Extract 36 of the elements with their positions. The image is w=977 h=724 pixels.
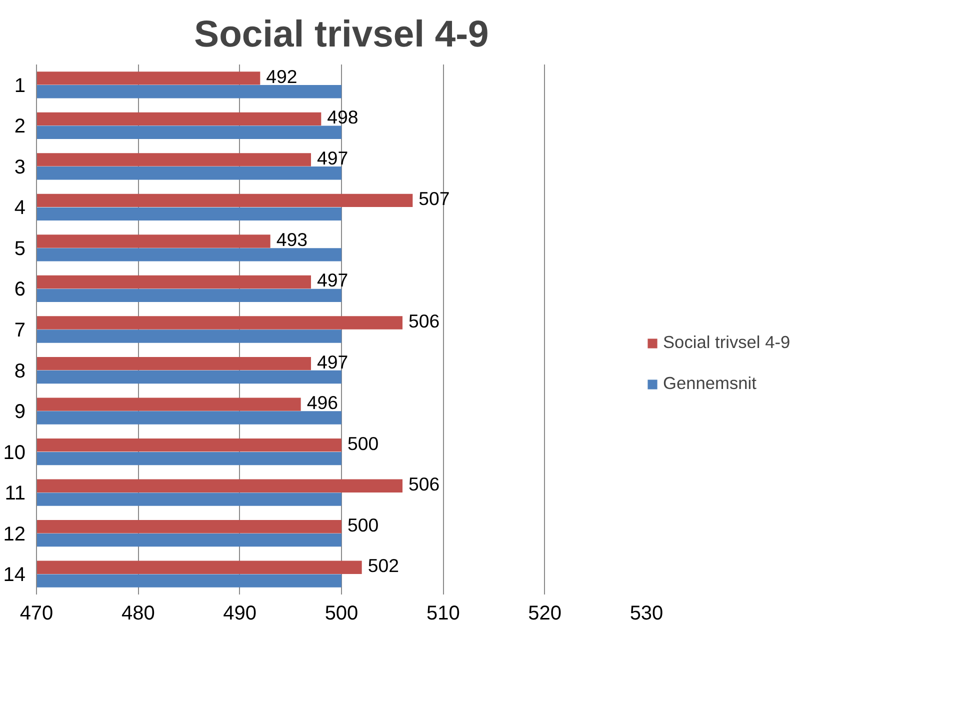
data-label: 498 (327, 106, 358, 128)
x-tick-label: 530 (630, 602, 664, 624)
data-label: 507 (418, 188, 450, 210)
data-label: 492 (266, 66, 298, 87)
legend-label: Social trivsel 4-9 (663, 332, 790, 353)
y-tick-label: 8 (14, 360, 26, 382)
data-label: 497 (317, 147, 348, 168)
y-tick-label: 3 (14, 156, 26, 178)
chart-title: Social trivsel 4-9 (194, 12, 489, 54)
y-tick-label: 2 (14, 116, 26, 138)
data-label: 502 (368, 555, 399, 576)
x-tick-label: 510 (426, 602, 460, 624)
data-label: 506 (408, 474, 440, 495)
y-tick-label: 4 (14, 197, 26, 220)
data-label: 500 (348, 432, 379, 454)
data-label: 497 (317, 270, 348, 291)
y-tick-label: 14 (3, 564, 26, 586)
y-tick-label: 5 (14, 238, 26, 260)
x-tick-label: 490 (223, 602, 257, 624)
x-tick-label: 470 (20, 602, 54, 624)
y-tick-label: 12 (3, 523, 26, 546)
data-label: 493 (276, 228, 308, 250)
data-label: 506 (408, 310, 440, 332)
data-label: 500 (348, 514, 379, 536)
data-label: 496 (306, 392, 338, 414)
y-tick-label: 6 (14, 278, 26, 301)
x-tick-label: 500 (324, 602, 358, 624)
y-tick-label: 11 (4, 482, 26, 505)
y-tick-label: 9 (14, 401, 26, 424)
legend-label: Gennemsnit (663, 373, 756, 394)
y-tick-label: 1 (14, 74, 26, 97)
data-label: 497 (317, 351, 348, 372)
y-tick-label: 10 (3, 442, 26, 464)
x-tick-label: 480 (121, 602, 155, 624)
x-tick-label: 520 (528, 602, 562, 624)
y-tick-label: 7 (14, 320, 26, 342)
